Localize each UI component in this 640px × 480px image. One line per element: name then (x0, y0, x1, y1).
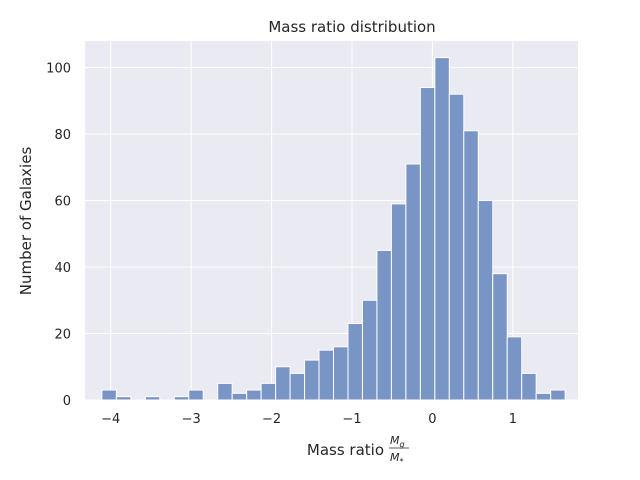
y-tick-label-0: 0 (63, 394, 71, 409)
x-tick-label-4: 0 (428, 412, 436, 427)
histogram-bar-13 (289, 372, 306, 401)
fraction-numerator: Mg (390, 434, 405, 449)
histogram-bar-18 (361, 299, 378, 401)
y-tick-label-3: 60 (54, 195, 71, 210)
x-axis-label-fraction: Mg M* (389, 434, 409, 466)
y-tick-label-2: 40 (54, 261, 71, 276)
y-tick-label-4: 80 (54, 128, 71, 143)
x-tick-label-2: −2 (262, 412, 281, 427)
histogram-bar-22 (419, 87, 436, 401)
histogram-bar-0 (101, 389, 117, 401)
x-axis-label-text: Mass ratio (307, 441, 384, 459)
y-axis-ticks: 0 20 40 60 80 100 (46, 62, 71, 409)
y-tick-label-5: 100 (46, 62, 71, 77)
histogram-bar-11 (260, 382, 277, 401)
histogram-bar-17 (347, 323, 363, 401)
histogram-bar-10 (246, 389, 262, 401)
histogram-bar-19 (376, 249, 392, 401)
histogram-bar-31 (550, 389, 566, 401)
x-axis-label: Mass ratio Mg M* (307, 434, 409, 466)
histogram-bar-24 (448, 93, 465, 401)
histogram-bar-21 (405, 163, 421, 401)
x-tick-label-1: −3 (182, 412, 201, 427)
histogram-bar-29 (521, 372, 537, 401)
histogram-bar-15 (318, 349, 335, 401)
histogram-bar-9 (231, 392, 248, 401)
grid-lines (85, 41, 578, 401)
x-tick-label-5: 1 (509, 412, 517, 427)
histogram-bar-26 (477, 200, 494, 401)
histogram-bar-5 (173, 396, 190, 401)
histogram-bars (101, 57, 566, 401)
histogram-bar-28 (506, 336, 523, 401)
histogram-bar-25 (463, 130, 479, 401)
histogram-bar-3 (144, 396, 161, 401)
histogram-bar-8 (217, 382, 233, 401)
histogram-bar-16 (333, 346, 349, 401)
fraction-denominator: M* (390, 451, 404, 466)
histogram-bar-6 (188, 389, 204, 401)
histogram-bar-23 (434, 57, 450, 401)
histogram-bar-27 (492, 273, 508, 401)
histogram-bar-1 (115, 396, 132, 401)
x-tick-label-0: −4 (101, 412, 120, 427)
y-tick-label-1: 20 (54, 328, 71, 343)
chart-title: Mass ratio distribution (268, 18, 435, 36)
histogram-bar-20 (390, 203, 407, 401)
x-axis-ticks: −4 −3 −2 −1 0 1 (101, 412, 517, 427)
x-tick-label-3: −1 (342, 412, 361, 427)
y-axis-label: Number of Galaxies (17, 147, 35, 296)
histogram-bar-12 (275, 366, 291, 401)
histogram-bar-14 (304, 359, 320, 401)
histogram-bar-30 (535, 392, 552, 401)
